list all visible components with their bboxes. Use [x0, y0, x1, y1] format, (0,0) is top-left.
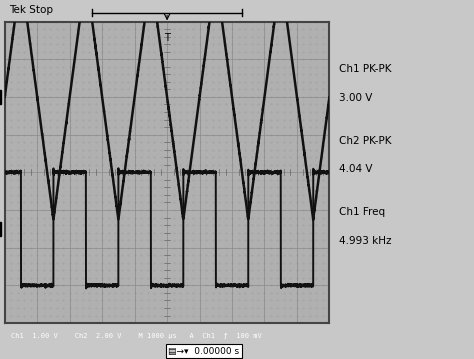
- Text: Tek Stop: Tek Stop: [9, 5, 54, 15]
- Text: Ch1 Freq: Ch1 Freq: [339, 208, 385, 218]
- Text: Ch1  1.00 V    Ch2  2.00 V    M 1000 μs   A  Ch1  ƒ  100 mV: Ch1 1.00 V Ch2 2.00 V M 1000 μs A Ch1 ƒ …: [11, 333, 262, 339]
- Text: 3.00 V: 3.00 V: [339, 93, 372, 103]
- Text: T: T: [164, 33, 170, 43]
- Text: 4.993 kHz: 4.993 kHz: [339, 236, 392, 246]
- Text: ▤→▾  0.00000 s: ▤→▾ 0.00000 s: [168, 347, 239, 356]
- Text: Ch2 PK-PK: Ch2 PK-PK: [339, 136, 392, 146]
- Text: 4.04 V: 4.04 V: [339, 164, 373, 174]
- Text: Ch1 PK-PK: Ch1 PK-PK: [339, 64, 392, 74]
